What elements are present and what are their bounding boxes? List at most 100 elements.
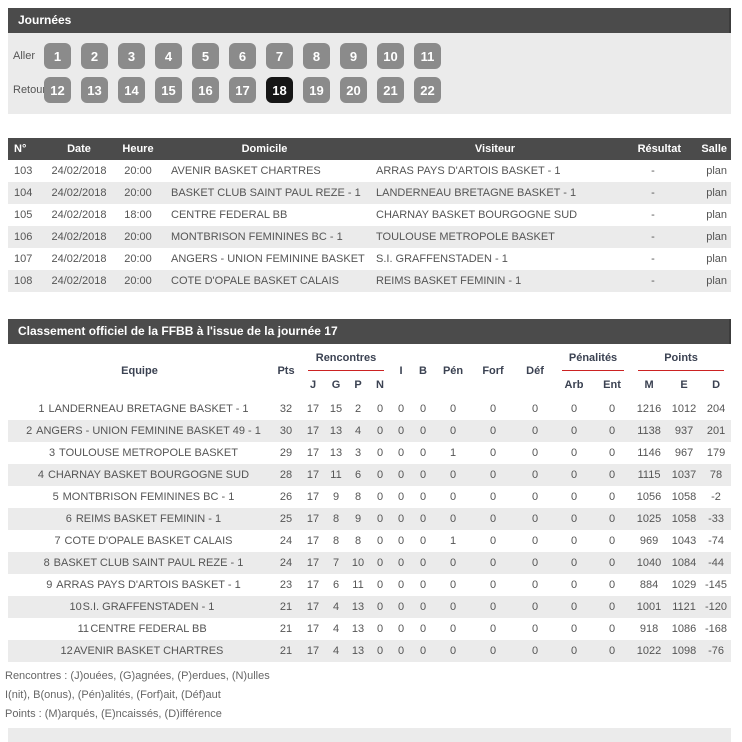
day-button-5[interactable]: 5	[192, 43, 219, 69]
venue-link[interactable]: plan	[706, 275, 727, 287]
stat-bonus: 0	[419, 447, 427, 459]
day-button-6[interactable]: 6	[229, 43, 256, 69]
stat-points-e: 937	[674, 425, 694, 437]
stat-pts: 24	[279, 535, 293, 547]
day-button-1[interactable]: 1	[44, 43, 71, 69]
stat-pts: 32	[279, 403, 293, 415]
match-number: 106	[14, 231, 33, 243]
stat-j: 17	[306, 579, 320, 591]
stat-pts: 29	[279, 447, 293, 459]
stat-pts: 30	[279, 425, 293, 437]
day-button-9[interactable]: 9	[340, 43, 367, 69]
standings-legend: Rencontres : (J)ouées, (G)agnées, (P)erd…	[5, 667, 731, 724]
stat-n: 0	[376, 469, 384, 481]
team-name: REIMS BASKET FEMININ - 1	[75, 513, 222, 525]
day-button-10[interactable]: 10	[377, 43, 404, 69]
stat-pen: 0	[449, 557, 457, 569]
stat-bonus: 0	[419, 469, 427, 481]
match-date: 24/02/2018	[51, 275, 107, 287]
team-rank: 1	[38, 403, 45, 415]
venue-link[interactable]: plan	[706, 187, 727, 199]
col-visitor-team: Visiteur	[367, 138, 623, 160]
stat-n: 0	[376, 447, 384, 459]
day-button-7[interactable]: 7	[266, 43, 293, 69]
day-button-8[interactable]: 8	[303, 43, 330, 69]
venue-link[interactable]: plan	[706, 253, 727, 265]
team-name: LANDERNEAU BRETAGNE BASKET - 1	[48, 403, 249, 415]
stat-g: 11	[330, 469, 342, 481]
team-cell: 4 CHARNAY BASKET BOURGOGNE SUD	[8, 464, 271, 486]
stat-arb: 0	[570, 403, 578, 415]
match-number: 104	[14, 187, 33, 199]
day-button-4[interactable]: 4	[155, 43, 182, 69]
venue-link[interactable]: plan	[706, 165, 727, 177]
stat-arb: 0	[570, 491, 578, 503]
stat-points-d: -44	[708, 557, 724, 569]
stat-j: 17	[306, 623, 320, 635]
day-button-16[interactable]: 16	[192, 77, 219, 103]
stat-pts: 24	[279, 557, 293, 569]
stat-forf: 0	[489, 491, 497, 503]
day-button-18-selected[interactable]: 18	[266, 77, 293, 103]
col-bonus: B	[411, 344, 436, 398]
match-row: 108 24/02/2018 20:00 COTE D'OPALE BASKET CA…	[8, 270, 731, 292]
day-button-12[interactable]: 12	[44, 77, 71, 103]
team-rank: 2	[26, 425, 33, 437]
stat-forf: 0	[489, 447, 497, 459]
stat-points-d: -2	[711, 491, 721, 503]
stat-points-e: 1098	[671, 645, 697, 657]
stat-bonus: 0	[419, 601, 427, 613]
stat-j: 17	[306, 601, 320, 613]
venue-link[interactable]: plan	[706, 209, 727, 221]
day-button-14[interactable]: 14	[118, 77, 145, 103]
day-button-11[interactable]: 11	[414, 43, 441, 69]
stat-arb: 0	[570, 579, 578, 591]
team-name: ANGERS - UNION FEMININE BASKET 49 - 1	[36, 425, 261, 437]
day-row: Aller 1 2 3 4 5 6 7 8 9 10 11	[13, 43, 731, 69]
day-button-20[interactable]: 20	[340, 77, 367, 103]
stat-n: 0	[376, 425, 384, 437]
stat-forf: 0	[489, 645, 497, 657]
day-button-3[interactable]: 3	[118, 43, 145, 69]
stat-def: 0	[531, 623, 539, 635]
stat-init: 0	[397, 447, 405, 459]
day-button-22[interactable]: 22	[414, 77, 441, 103]
stat-pen: 0	[449, 403, 457, 415]
stat-ent: 0	[608, 601, 616, 613]
col-n: N	[369, 371, 392, 398]
stat-g: 4	[332, 623, 340, 635]
day-button-21[interactable]: 21	[377, 77, 404, 103]
visitor-team: S.I. GRAFFENSTADEN - 1	[376, 253, 508, 265]
day-button-17[interactable]: 17	[229, 77, 256, 103]
col-ent: Ent	[593, 371, 632, 398]
match-date: 24/02/2018	[51, 187, 107, 199]
day-button-13[interactable]: 13	[81, 77, 108, 103]
stat-pts: 21	[279, 623, 293, 635]
stat-p: 8	[354, 535, 362, 547]
stat-pen: 0	[449, 491, 457, 503]
journees-title: Journées	[8, 8, 731, 33]
stat-points-d: -145	[705, 579, 728, 591]
stat-g: 13	[329, 447, 343, 459]
standings-header: Equipe Pts Rencontres I B Pén Forf Déf P…	[8, 344, 732, 398]
col-pts: Pts	[271, 344, 301, 398]
col-j: J	[301, 371, 325, 398]
match-result: -	[651, 231, 655, 243]
team-name: TOULOUSE METROPOLE BASKET	[59, 447, 238, 459]
col-result: Résultat	[623, 138, 683, 160]
stat-p: 9	[354, 513, 362, 525]
stat-points-e: 1121	[672, 601, 696, 613]
match-time: 18:00	[124, 209, 152, 221]
stat-ent: 0	[608, 557, 616, 569]
home-team: MONTBRISON FEMININES BC - 1	[171, 231, 343, 243]
stat-points-m: 1001	[636, 601, 662, 613]
stat-pts: 21	[279, 601, 293, 613]
day-button-19[interactable]: 19	[303, 77, 330, 103]
day-button-15[interactable]: 15	[155, 77, 182, 103]
day-button-2[interactable]: 2	[81, 43, 108, 69]
stat-points-e: 1058	[671, 513, 697, 525]
team-name: S.I. GRAFFENSTADEN - 1	[82, 601, 215, 613]
day-row-label: Aller	[13, 50, 36, 62]
venue-link[interactable]: plan	[706, 231, 727, 243]
